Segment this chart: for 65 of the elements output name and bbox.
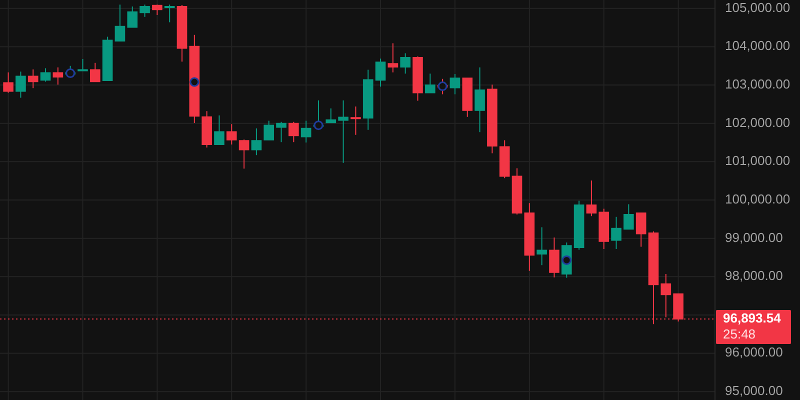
candlestick	[176, 4, 188, 62]
candlestick	[487, 84, 498, 154]
candlestick	[102, 36, 113, 82]
candlestick	[462, 78, 473, 118]
y-tick-label: 103,000.00	[725, 76, 790, 92]
candlestick	[251, 128, 262, 156]
candlestick	[362, 69, 374, 130]
y-tick-label: 100,000.00	[725, 191, 790, 206]
candlestick	[412, 56, 423, 102]
candlestick	[375, 58, 386, 88]
y-tick-label: 98,000.00	[725, 268, 783, 284]
point	[438, 81, 448, 92]
candlestick	[611, 216, 622, 250]
candlestick	[202, 110, 212, 148]
ref-line-label: 96,893.54	[723, 310, 782, 326]
y-tick-label: 102,000.00	[725, 114, 790, 130]
candlestick	[3, 72, 14, 94]
y-tick-label: 96,000.00	[725, 344, 783, 360]
candlestick	[214, 114, 224, 146]
candlestick	[598, 208, 610, 250]
candlestick	[28, 68, 38, 89]
y-tick-label: 99,000.00	[725, 230, 783, 245]
candlestick	[524, 202, 535, 272]
candlestick	[16, 71, 26, 98]
candlestick	[152, 4, 162, 16]
candlestick	[549, 237, 560, 278]
candlestick	[624, 204, 634, 230]
candlestick	[52, 66, 64, 86]
candlestick	[388, 42, 398, 73]
candlestick	[450, 73, 460, 95]
candlestick	[288, 121, 299, 143]
candlestick	[264, 120, 274, 141]
candlestick	[350, 106, 361, 136]
candlestick	[574, 200, 584, 250]
y-tick-label: 105,000.00	[725, 0, 790, 15]
candlestick	[164, 4, 175, 23]
candlestick	[78, 58, 88, 72]
candlestick	[326, 108, 336, 124]
candlestick	[474, 66, 485, 133]
point	[562, 255, 572, 265]
candlestick	[300, 120, 312, 144]
y-tick-label: 104,000.00	[725, 38, 790, 54]
y-tick-label: 101,000.00	[725, 153, 790, 168]
text: 25:48	[723, 326, 756, 342]
candlestick	[90, 62, 100, 82]
candlestick	[660, 273, 672, 318]
candlestick	[499, 140, 510, 179]
point	[66, 68, 76, 78]
candlestick	[400, 52, 410, 74]
candlestick	[40, 68, 51, 82]
candlestick	[512, 168, 522, 216]
candlestick	[140, 4, 150, 18]
point	[190, 77, 200, 87]
candlestick	[338, 100, 348, 164]
candlestick	[276, 121, 286, 143]
y-tick-label: 95,000.00	[725, 383, 783, 398]
point	[314, 120, 324, 130]
candlestick	[114, 4, 126, 42]
candlestick	[636, 212, 646, 248]
candlestick	[238, 138, 250, 170]
candlestick	[425, 73, 436, 94]
candlestick	[127, 6, 138, 28]
candlestick	[536, 226, 547, 266]
candlestick	[586, 180, 597, 217]
candlestick	[226, 124, 237, 145]
